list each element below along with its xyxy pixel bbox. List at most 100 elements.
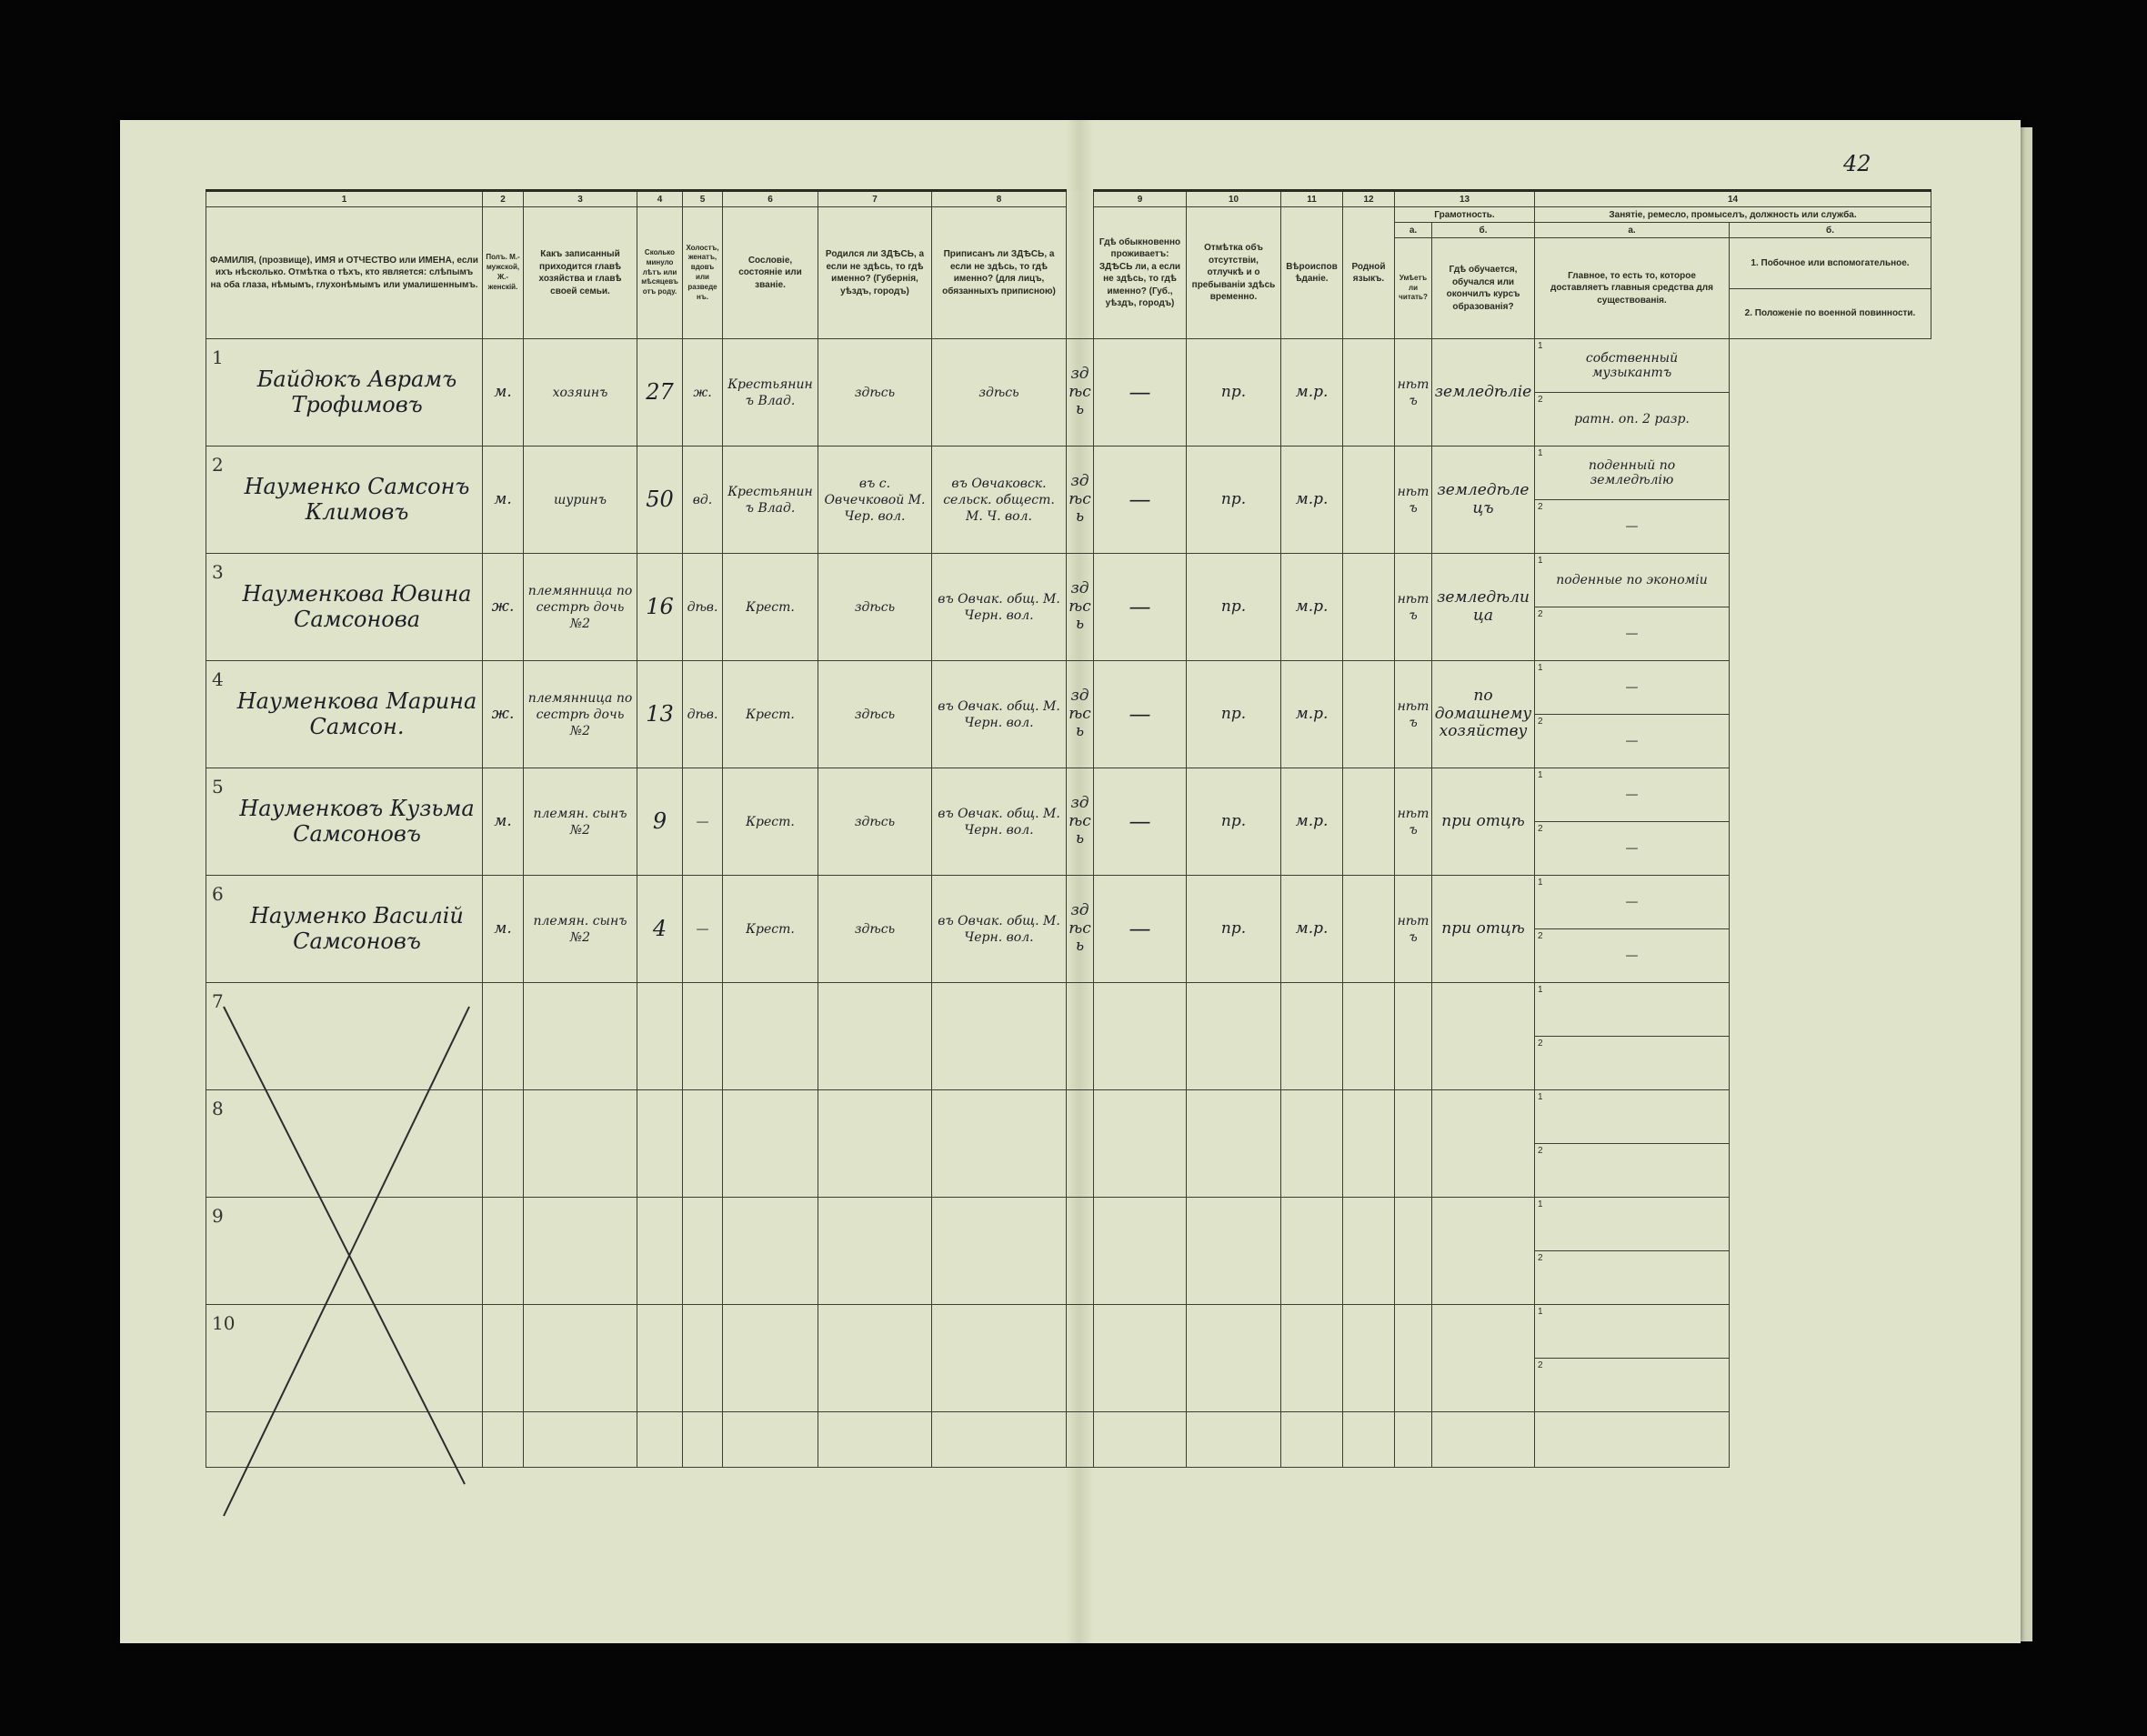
- side-occupation-value: поденный по земледѣлію: [1588, 457, 1676, 487]
- empty-cell: [931, 982, 1067, 1090]
- cell-estate: Крест.: [722, 660, 818, 768]
- cell-estate: Крест.: [722, 875, 818, 983]
- military-status: 2—: [1536, 500, 1729, 553]
- cell-literacy-b-value: нѣтъ: [1397, 913, 1430, 945]
- cell-residence-value: здѣсь: [1068, 794, 1091, 848]
- side-occupation: 1 поденные по экономіи: [1535, 555, 1729, 607]
- empty-cell: [722, 1411, 818, 1468]
- empty-cell: [682, 1304, 723, 1412]
- row-number: 3: [212, 561, 224, 583]
- empty-cell: [523, 1197, 637, 1305]
- table-row: 2 Науменко Самсонъ Климовъ м. шуринъ 50 вд. Кр…: [206, 446, 1931, 554]
- cell-birthplace-value: въ с. Овчечковой М. Чер. вол.: [824, 476, 926, 524]
- cell-age-value: 50: [646, 486, 674, 512]
- cell-religion: пр.: [1186, 875, 1281, 983]
- cell-estate: Крестьянинъ Влад.: [722, 338, 818, 447]
- empty-cell: [482, 982, 524, 1090]
- table-row: 1 Байдюкъ Аврамъ Трофимовъ м. хозяинъ 27 ж. Кр…: [206, 338, 1931, 447]
- cell-language-value: м.р.: [1295, 704, 1329, 723]
- cell-estate: Крест.: [722, 768, 818, 876]
- person-name: Байдюкъ Аврамъ Трофимовъ: [256, 366, 457, 417]
- cell-registered-value: въ Овчак. общ. М. Черн. вол.: [938, 913, 1060, 945]
- cell-religion: пр.: [1186, 768, 1281, 876]
- cell-age: 50: [637, 446, 683, 554]
- row-number: 9: [212, 1205, 224, 1227]
- cell-marital-value: —: [696, 814, 709, 829]
- empty-cell: [1186, 1089, 1281, 1198]
- sub-cell: 1: [1535, 1306, 1729, 1359]
- empty-cell: [1280, 1089, 1343, 1198]
- empty-cell: [1093, 982, 1187, 1090]
- row-number: 2: [212, 454, 224, 476]
- cell-absence-value: —: [1129, 593, 1151, 619]
- cell-absence: —: [1093, 875, 1187, 983]
- empty-cell: [482, 1411, 524, 1468]
- empty-cell: [1431, 1304, 1535, 1412]
- col-num: 3: [523, 189, 637, 207]
- empty-cell: [637, 1411, 683, 1468]
- military-status: 2 ратн. оп. 2 разр.: [1536, 393, 1729, 446]
- census-form-sheet: 42 1 2 3 4 5 6 7 8 9 10 11 12 13: [120, 120, 2021, 1643]
- empty-cell: [818, 1304, 932, 1412]
- empty-cell: [1186, 982, 1281, 1090]
- cell-literacy-b-value: нѣтъ: [1397, 698, 1430, 730]
- cell-residence: здѣсь: [1066, 660, 1094, 768]
- person-name: Науменковъ Кузьма Самсоновъ: [239, 795, 475, 847]
- sub-label: 2: [1538, 1039, 1543, 1049]
- side-occupation: 1—: [1535, 662, 1729, 715]
- col-num: 14: [1534, 189, 1931, 207]
- cell-side-occupation: 1 поденный по земледѣлію 2—: [1534, 446, 1730, 554]
- col-num: 9: [1093, 189, 1187, 207]
- cell-religion-value: пр.: [1220, 382, 1247, 401]
- cell-age-value: 13: [646, 700, 674, 727]
- cell-side-occupation: 1—2—: [1534, 768, 1730, 876]
- empty-cell: [523, 1304, 637, 1412]
- cell-age: 27: [637, 338, 683, 447]
- cell-birthplace: въ с. Овчечковой М. Чер. вол.: [818, 446, 932, 554]
- empty-cell: [1342, 1197, 1395, 1305]
- cell-residence-value: здѣсь: [1068, 472, 1091, 527]
- sub-label: 1: [1538, 663, 1543, 673]
- cell-literacy-a: [1342, 446, 1395, 554]
- sub-label: 1: [1538, 985, 1543, 995]
- cell-literacy-a: [1342, 768, 1395, 876]
- cell-absence-value: —: [1129, 808, 1151, 834]
- cell-literacy-b: нѣтъ: [1394, 553, 1432, 661]
- sub-cell: 1: [1535, 984, 1729, 1037]
- military-status-value: —: [1625, 733, 1639, 748]
- sub-cell: 2: [1536, 1144, 1729, 1197]
- sub-cell: 2: [1536, 1037, 1729, 1089]
- cell-registered: въ Овчаковск. сельск. общест. М. Ч. вол.: [931, 446, 1067, 554]
- col-num: 8: [931, 189, 1067, 207]
- side-occupation-value: —: [1625, 787, 1639, 802]
- cell-birthplace: здѣсь: [818, 338, 932, 447]
- cell-age: 9: [637, 768, 683, 876]
- empty-cell: [1394, 982, 1432, 1090]
- cell-absence: —: [1093, 768, 1187, 876]
- header-absence: Отмѣтка объ отсутствіи, отлучкѣ и о преб…: [1186, 206, 1281, 339]
- military-status-value: —: [1625, 626, 1639, 641]
- sub-label: 1: [1538, 878, 1543, 888]
- cell-registered-value: въ Овчак. общ. М. Черн. вол.: [938, 698, 1060, 730]
- side-occupation: 1—: [1535, 769, 1729, 822]
- cell-birthplace: здѣсь: [818, 875, 932, 983]
- empty-cell: [1093, 1197, 1187, 1305]
- empty-cell: [931, 1089, 1067, 1198]
- header-religion: Вѣроисповѣданіе.: [1280, 206, 1343, 339]
- cell-absence-value: —: [1129, 915, 1151, 941]
- empty-cell: [1342, 1411, 1395, 1468]
- sub-label: 1: [1538, 770, 1543, 780]
- col-num: 4: [637, 189, 683, 207]
- cell-religion-value: пр.: [1220, 918, 1247, 938]
- empty-cell: [931, 1304, 1067, 1412]
- military-status-value: —: [1625, 948, 1639, 963]
- cell-marital-value: дѣв.: [687, 707, 718, 722]
- cell-literacy-b-value: нѣтъ: [1397, 376, 1430, 408]
- cell-language-value: м.р.: [1295, 382, 1329, 401]
- side-occupation-value: —: [1625, 679, 1639, 695]
- empty-cell: [818, 1411, 932, 1468]
- cell-residence: здѣсь: [1066, 338, 1094, 447]
- military-status: 2—: [1536, 607, 1729, 660]
